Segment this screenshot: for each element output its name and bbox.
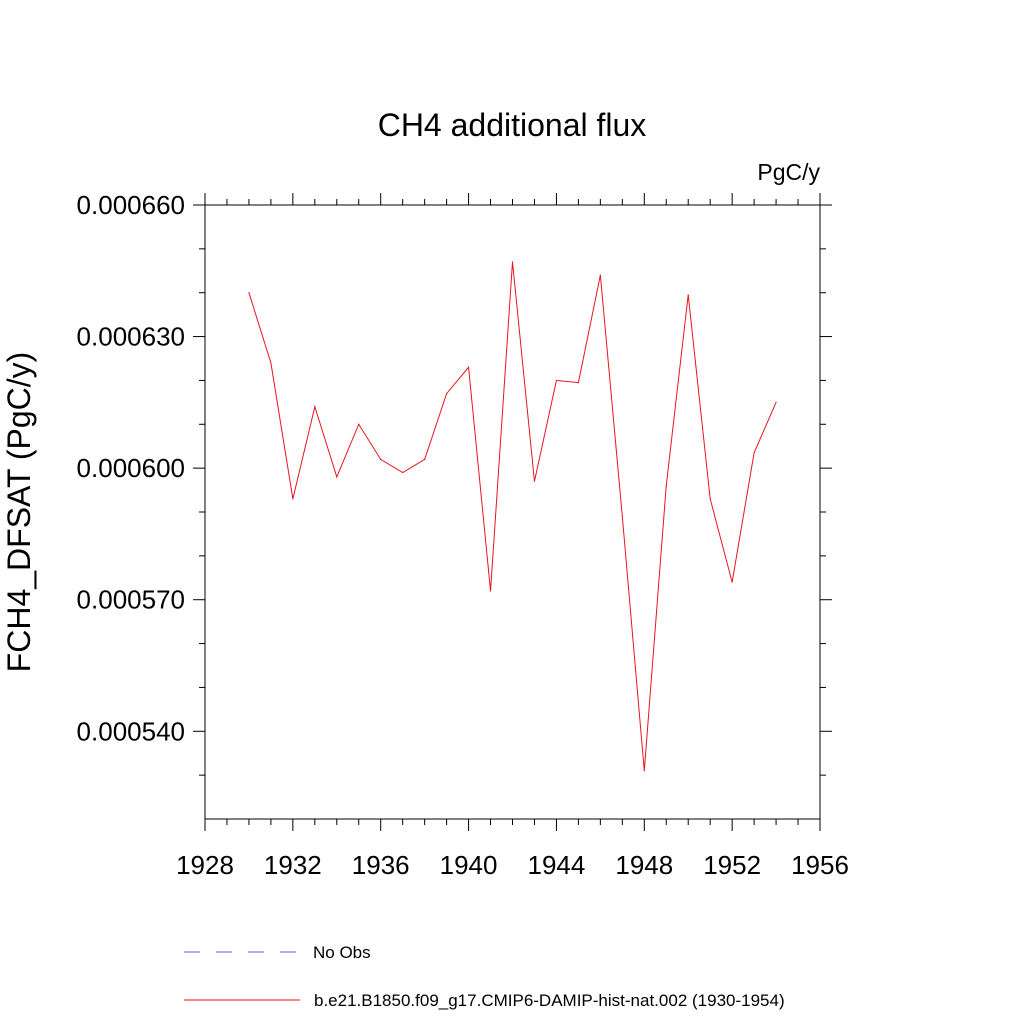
x-tick-label: 1936 [352,850,410,880]
data-point [270,362,272,364]
data-point [555,379,558,382]
y-tick-label: 0.000600 [77,453,185,483]
y-axis-label: FCH4_DFSAT (PgC/y) [1,352,37,673]
data-point [709,498,711,500]
x-tick-label: 1940 [440,850,498,880]
chart-title: CH4 additional flux [378,107,647,143]
x-tick-label: 1928 [176,850,234,880]
legend: No Obs b.e21.B1850.f09_g17.CMIP6-DAMIP-hi… [184,943,785,1010]
data-point [577,382,579,384]
data-point [424,458,426,460]
y-tick-label: 0.000660 [77,190,185,220]
data-point [643,770,645,772]
data-point [248,292,250,294]
data-point [402,471,404,474]
data-point [665,485,667,487]
plot-frame [204,204,821,820]
units-label: PgC/y [757,159,820,185]
x-tick-label: 1948 [615,850,673,880]
data-point [775,401,777,403]
data-point [336,476,338,478]
x-tick-label: 1952 [703,850,761,880]
data-point [489,590,492,592]
legend-label: No Obs [313,943,371,962]
data-point [753,452,755,454]
data-point [687,294,689,296]
y-tick-label: 0.000630 [77,322,185,352]
x-tick-label: 1944 [528,850,586,880]
data-point [380,458,382,460]
data-point [621,515,623,517]
data-point [599,274,601,276]
axis-ticks: 1928 1932 1936 1940 1944 1948 1952 1956 0.000540… [77,190,849,880]
series-layer [248,261,777,772]
legend-label: b.e21.B1850.f09_g17.CMIP6-DAMIP-hist-nat… [314,991,785,1010]
x-tick-label: 1956 [791,850,849,880]
data-point [358,423,360,425]
data-point [511,261,514,263]
x-tick-label: 1932 [264,850,322,880]
data-point [467,366,470,368]
data-point [731,581,733,583]
data-point [314,406,316,408]
data-point [446,392,448,395]
y-tick-label: 0.000540 [77,716,185,746]
data-point [292,498,294,500]
series-line [248,261,777,771]
y-tick-label: 0.000570 [77,585,185,615]
data-point [533,480,536,482]
